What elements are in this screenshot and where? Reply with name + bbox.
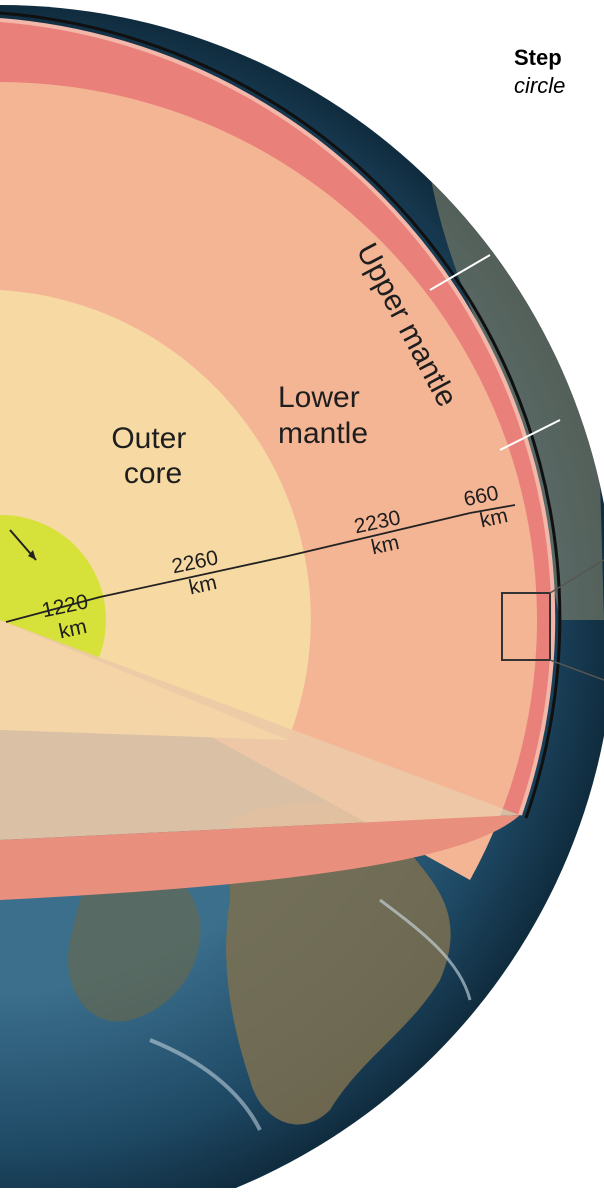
thickness-upper-mantle: 660 km xyxy=(462,480,512,534)
zoom-box xyxy=(501,592,551,661)
dimension-arrows xyxy=(5,504,516,623)
cutaway-wedge xyxy=(0,11,562,900)
instruction-circle: circle xyxy=(514,73,566,98)
label-outer-core: Outer core xyxy=(111,422,194,490)
instruction-step: Step xyxy=(514,45,562,70)
instruction-text: Step circle xyxy=(514,44,565,100)
label-lower-mantle: Lower mantle xyxy=(278,381,368,450)
